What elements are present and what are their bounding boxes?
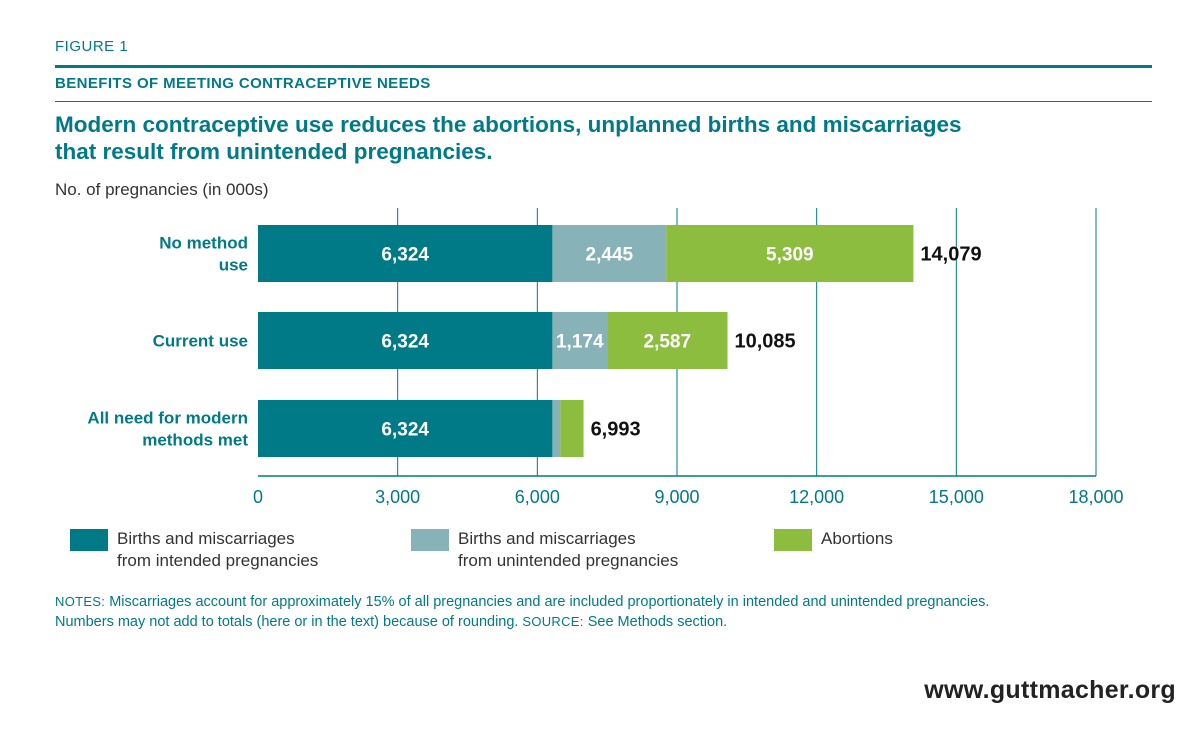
bar-segment [552,400,561,457]
x-tick-label: 12,000 [789,487,844,507]
category-label: methods met [142,431,248,450]
source-text: See Methods section. [583,614,728,630]
bar-total-label: 14,079 [920,244,981,266]
notes-line-1: NOTES: Miscarriages account for approxim… [55,592,1155,612]
legend-label-unintended: Births and miscarriages from unintended … [458,528,718,572]
segment-value-label: 5,309 [766,245,814,266]
segment-value-label: 1,174 [556,332,604,353]
bar-segment [552,225,667,282]
x-tick-label: 15,000 [929,487,984,507]
figure-label: FIGURE 1 [55,38,129,55]
notes-text-2: Numbers may not add to totals (here or i… [55,614,519,630]
x-tick-label: 6,000 [515,487,560,507]
axis-unit-label: No. of pregnancies (in 000s) [55,180,269,199]
segment-value-label: 6,324 [381,420,429,441]
x-tick-label: 3,000 [375,487,420,507]
legend-item-intended: Births and miscarriages from intended pr… [70,528,377,572]
top-rule [55,65,1152,68]
legend-label-unintended-line2: from unintended pregnancies [458,551,679,570]
legend-label-abortions: Abortions [821,528,1081,550]
bar-total-label: 10,085 [735,331,796,353]
notes-text: Miscarriages account for approximately 1… [105,594,990,610]
segment-value-label: 6,324 [381,245,429,266]
category-label: No method [159,234,248,253]
bar-segment [560,400,584,457]
notes-label: NOTES: [55,594,106,609]
legend-label-intended-line2: from intended pregnancies [117,551,319,570]
x-tick-label: 9,000 [654,487,699,507]
x-tick-label: 0 [253,487,263,507]
headline-line-2: that result from unintended pregnancies. [55,139,493,164]
legend-swatch-abortions [774,529,812,551]
bar-segment [666,225,914,282]
legend-swatch-unintended [411,529,449,551]
legend-item-abortions: Abortions [774,528,1081,551]
source-label: SOURCE: [518,614,584,629]
figure-kicker: BENEFITS OF MEETING CONTRACEPTIVE NEEDS [55,75,431,92]
legend-label-intended-line1: Births and miscarriages [117,529,295,548]
segment-value-label: 2,445 [586,245,634,266]
segment-value-label: 6,324 [381,332,429,353]
legend-swatch-intended [70,529,108,551]
legend-label-unintended-line1: Births and miscarriages [458,529,636,548]
category-label: All need for modern [87,409,248,428]
bar-segment [607,312,728,369]
bar-segment [258,400,553,457]
category-label: use [219,256,248,275]
footer-url[interactable]: www.guttmacher.org [924,676,1176,704]
legend-item-unintended: Births and miscarriages from unintended … [411,528,718,572]
bar-segment [552,312,608,369]
x-tick-label: 18,000 [1068,487,1123,507]
chart-notes: NOTES: Miscarriages account for approxim… [55,592,1155,632]
chart-headline: Modern contraceptive use reduces the abo… [55,111,1135,165]
legend-label-abortions-line1: Abortions [821,529,893,548]
segment-value-label: 2,587 [644,332,692,353]
bar-total-label: 6,993 [591,419,641,441]
bar-segment [258,312,553,369]
category-label: Current use [153,332,248,351]
notes-line-2: Numbers may not add to totals (here or i… [55,612,1155,632]
kicker-rule [55,101,1152,102]
bar-segment [258,225,553,282]
headline-line-1: Modern contraceptive use reduces the abo… [55,112,962,137]
legend-label-intended: Births and miscarriages from intended pr… [117,528,377,572]
